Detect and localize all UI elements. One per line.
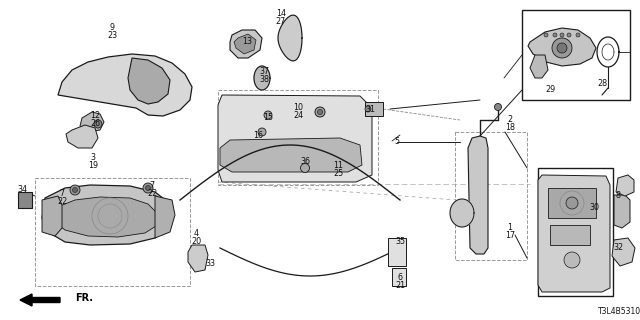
Text: 15: 15 <box>263 114 273 123</box>
Polygon shape <box>42 185 172 245</box>
Bar <box>365 102 383 116</box>
Text: 4: 4 <box>193 228 198 237</box>
Text: 12: 12 <box>90 110 100 119</box>
Polygon shape <box>468 136 488 254</box>
Circle shape <box>143 183 153 193</box>
Polygon shape <box>58 54 192 116</box>
Text: 28: 28 <box>597 79 607 89</box>
Polygon shape <box>218 95 372 182</box>
Bar <box>388 238 406 266</box>
Text: 20: 20 <box>191 236 201 245</box>
Circle shape <box>544 33 548 37</box>
Polygon shape <box>614 195 630 228</box>
Text: T3L4B5310B: T3L4B5310B <box>598 308 640 316</box>
Text: 10: 10 <box>293 103 303 113</box>
Polygon shape <box>450 199 474 227</box>
Text: 1: 1 <box>508 223 513 233</box>
Text: 13: 13 <box>242 37 252 46</box>
Polygon shape <box>230 30 262 58</box>
Polygon shape <box>42 196 62 236</box>
Polygon shape <box>66 125 98 148</box>
Circle shape <box>564 252 580 268</box>
Text: 37: 37 <box>259 68 269 76</box>
Polygon shape <box>155 196 175 238</box>
Text: 32: 32 <box>613 243 623 252</box>
Bar <box>548 188 596 218</box>
Text: 8: 8 <box>616 191 621 201</box>
Text: 29: 29 <box>545 85 555 94</box>
Bar <box>550 225 590 245</box>
Circle shape <box>567 33 571 37</box>
Circle shape <box>315 107 325 117</box>
Text: 30: 30 <box>589 204 599 212</box>
Text: 11: 11 <box>333 161 343 170</box>
Bar <box>538 168 613 296</box>
Circle shape <box>560 33 564 37</box>
Circle shape <box>94 120 102 128</box>
Circle shape <box>301 164 310 172</box>
Circle shape <box>264 111 272 119</box>
Text: 3: 3 <box>90 153 95 162</box>
Polygon shape <box>278 15 302 61</box>
Circle shape <box>365 106 371 112</box>
Polygon shape <box>188 245 208 272</box>
Text: 16: 16 <box>253 131 263 140</box>
Text: 7: 7 <box>60 188 65 197</box>
Bar <box>35 178 190 286</box>
Bar <box>522 10 630 100</box>
Text: 31: 31 <box>365 106 375 115</box>
Polygon shape <box>530 55 548 78</box>
Circle shape <box>258 128 266 136</box>
Text: FR.: FR. <box>75 293 93 303</box>
Text: 6: 6 <box>397 274 403 283</box>
Bar <box>392 268 406 286</box>
Circle shape <box>70 185 80 195</box>
Text: 22: 22 <box>57 196 67 205</box>
Bar <box>455 132 527 260</box>
Polygon shape <box>538 175 610 292</box>
Circle shape <box>552 38 572 58</box>
Text: 35: 35 <box>395 237 405 246</box>
Text: 5: 5 <box>394 137 399 146</box>
Polygon shape <box>612 238 635 266</box>
Polygon shape <box>528 28 596 66</box>
Polygon shape <box>220 138 362 172</box>
Text: 21: 21 <box>395 282 405 291</box>
Text: 26: 26 <box>90 118 100 127</box>
Circle shape <box>72 188 77 193</box>
Text: 33: 33 <box>205 259 215 268</box>
Circle shape <box>495 103 502 110</box>
Polygon shape <box>128 58 170 104</box>
Polygon shape <box>616 175 634 196</box>
Text: 23: 23 <box>107 31 117 41</box>
Polygon shape <box>254 66 270 90</box>
Circle shape <box>557 43 567 53</box>
Text: 25: 25 <box>333 169 343 178</box>
Text: 2: 2 <box>508 116 513 124</box>
Polygon shape <box>80 112 104 132</box>
Text: 19: 19 <box>88 161 98 170</box>
Bar <box>218 90 378 185</box>
Circle shape <box>553 33 557 37</box>
Text: 24: 24 <box>293 111 303 121</box>
Text: 14: 14 <box>276 10 286 19</box>
Polygon shape <box>234 34 256 54</box>
FancyArrow shape <box>20 294 60 306</box>
Circle shape <box>564 227 580 243</box>
Circle shape <box>145 186 150 190</box>
Bar <box>18 192 32 208</box>
Text: 27: 27 <box>276 18 286 27</box>
Text: 22: 22 <box>147 188 157 197</box>
Text: 18: 18 <box>505 124 515 132</box>
Text: 34: 34 <box>17 186 27 195</box>
Text: 9: 9 <box>109 23 115 33</box>
Text: 38: 38 <box>259 76 269 84</box>
Text: 36: 36 <box>300 157 310 166</box>
Text: 17: 17 <box>505 231 515 241</box>
Text: 7: 7 <box>149 180 155 189</box>
Circle shape <box>576 33 580 37</box>
Circle shape <box>317 109 323 115</box>
Circle shape <box>566 197 578 209</box>
Polygon shape <box>50 197 158 237</box>
